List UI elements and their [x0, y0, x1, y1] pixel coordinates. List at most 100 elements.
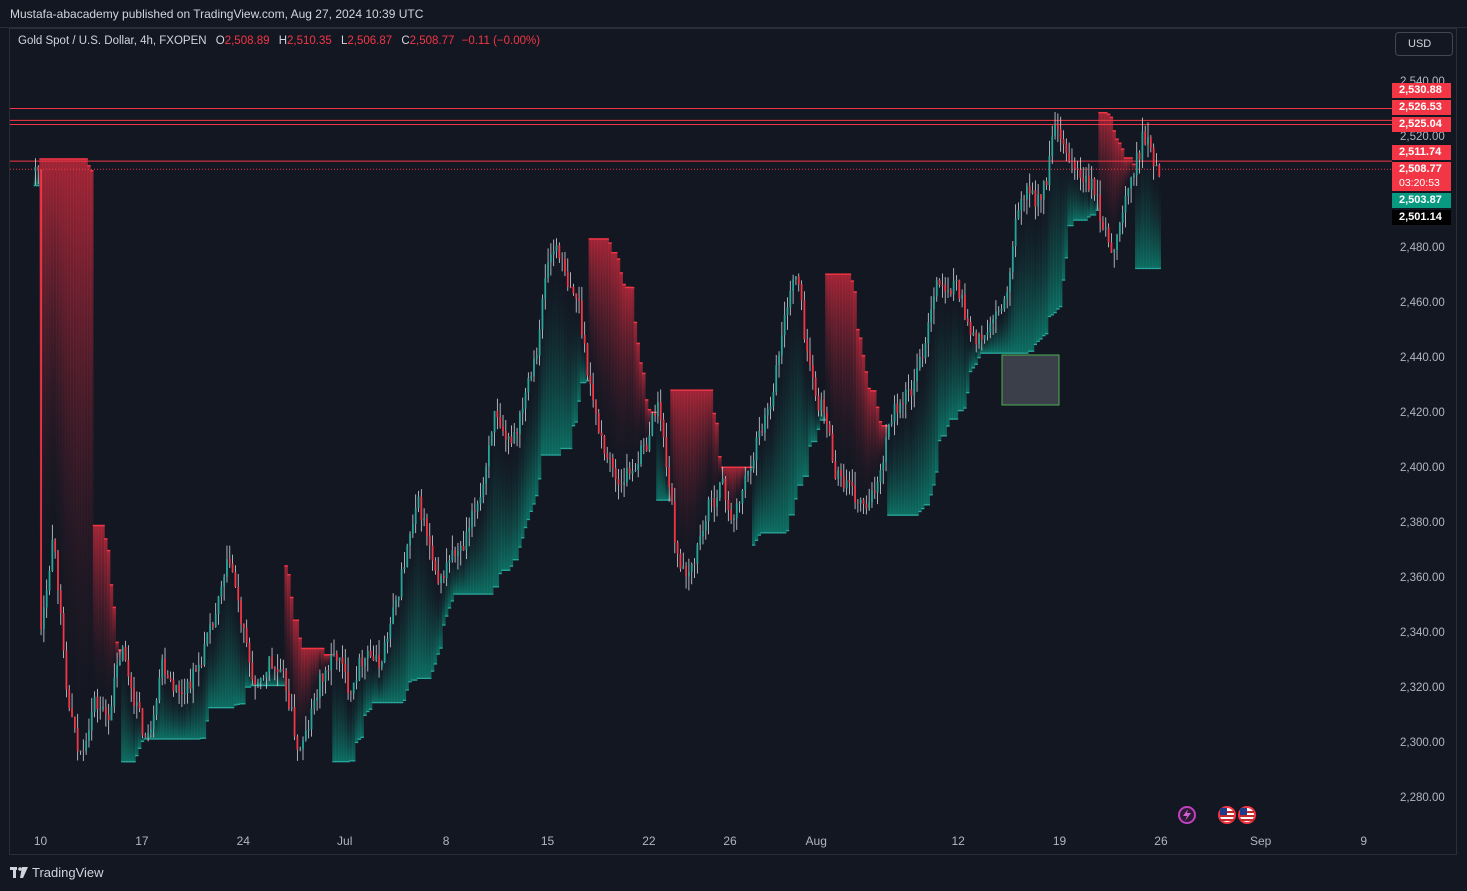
candle-body — [640, 445, 642, 465]
currency-button[interactable]: USD — [1395, 32, 1453, 56]
band-segment — [504, 439, 508, 570]
band-edge — [267, 684, 271, 687]
band-segment — [478, 497, 483, 594]
band-segment — [912, 381, 916, 515]
candle-body — [854, 485, 856, 503]
band-edge — [64, 158, 69, 160]
band-edge — [737, 466, 742, 468]
band-segment — [535, 355, 539, 495]
candle-body — [1068, 152, 1071, 162]
zone-rectangle[interactable] — [1001, 354, 1060, 406]
candle-body — [220, 586, 223, 597]
candle-body — [1107, 227, 1110, 243]
time-tick-label: Aug — [805, 834, 827, 848]
band-segment — [932, 296, 936, 485]
symbol-description[interactable]: Gold Spot / U.S. Dollar, 4h, FXOPEN — [18, 35, 207, 47]
candle-body — [620, 484, 623, 486]
candle-body — [997, 310, 1000, 312]
band-segment — [1115, 138, 1119, 236]
band-segment — [929, 309, 933, 495]
band-segment — [270, 667, 274, 685]
candle-body — [1054, 124, 1056, 137]
time-tick-label: 26 — [723, 834, 737, 848]
band-edge — [236, 703, 240, 706]
band-edge — [470, 593, 474, 595]
band-edge — [284, 565, 288, 567]
band-segment — [90, 169, 94, 712]
band-edge — [754, 539, 759, 542]
band-edge — [233, 704, 238, 706]
candle-body — [671, 487, 673, 502]
band-segment — [771, 392, 776, 533]
band-segment — [484, 466, 488, 594]
candle-body — [730, 510, 733, 521]
candle-body — [411, 523, 414, 534]
band-edge — [261, 684, 266, 687]
band-edge — [625, 286, 629, 289]
tradingview-brand[interactable]: TradingView — [10, 865, 104, 880]
band-segment — [467, 527, 471, 594]
high-value: 2,510.35 — [287, 35, 332, 47]
band-edge — [830, 273, 835, 275]
band-edge — [594, 238, 598, 240]
band-segment — [940, 285, 945, 436]
band-edge — [909, 514, 914, 516]
band-segment — [64, 158, 69, 690]
candle-body — [544, 278, 547, 299]
candle-body — [944, 285, 947, 292]
band-segment — [828, 273, 832, 434]
band-edge — [670, 389, 674, 391]
time-tick-label: 12 — [951, 834, 965, 848]
band-segment — [856, 328, 860, 504]
candle-body — [209, 623, 211, 633]
band-edge — [875, 406, 880, 409]
band-edge — [560, 447, 564, 450]
band-edge — [740, 466, 745, 468]
band-edge — [861, 354, 866, 357]
candle-body — [414, 507, 417, 524]
band-edge — [394, 701, 398, 704]
candle-body — [386, 638, 389, 643]
band-edge — [242, 703, 246, 705]
chart-frame[interactable] — [9, 28, 1457, 855]
band-edge — [518, 546, 522, 548]
band-edge — [464, 593, 469, 595]
us-flag-event-icon[interactable] — [1218, 806, 1236, 824]
band-segment — [577, 300, 581, 401]
candle-body — [90, 711, 93, 731]
candle-body — [547, 262, 549, 279]
us-flag-event-icon[interactable] — [1238, 806, 1256, 824]
band-segment — [737, 466, 742, 504]
band-edge — [213, 706, 218, 709]
band-edge — [304, 647, 308, 650]
band-edge — [346, 760, 350, 763]
candle-body — [113, 677, 116, 707]
band-segment — [960, 294, 964, 410]
band-edge — [444, 615, 449, 617]
candle-body — [442, 575, 445, 579]
band-segment — [895, 412, 900, 515]
candle-body — [217, 596, 220, 615]
candle-body — [555, 245, 558, 252]
candle-body — [341, 657, 344, 664]
candle-body — [214, 614, 217, 627]
candle-body — [986, 332, 989, 336]
band-edge — [281, 684, 286, 687]
band-edge — [1151, 267, 1156, 270]
candle-body — [938, 280, 941, 286]
candle-body — [823, 399, 825, 413]
candle-body — [147, 732, 149, 737]
band-segment — [695, 389, 700, 545]
band-segment — [566, 286, 570, 448]
band-edge — [1081, 219, 1085, 221]
band-edge — [932, 484, 936, 486]
band-edge — [42, 158, 46, 160]
candle-body — [372, 656, 375, 661]
band-segment — [982, 335, 987, 353]
band-edge — [1078, 219, 1083, 221]
candle-body — [699, 536, 702, 545]
candle-body — [462, 545, 465, 551]
lightning-event-icon[interactable] — [1178, 806, 1196, 824]
candle-body — [395, 600, 397, 608]
